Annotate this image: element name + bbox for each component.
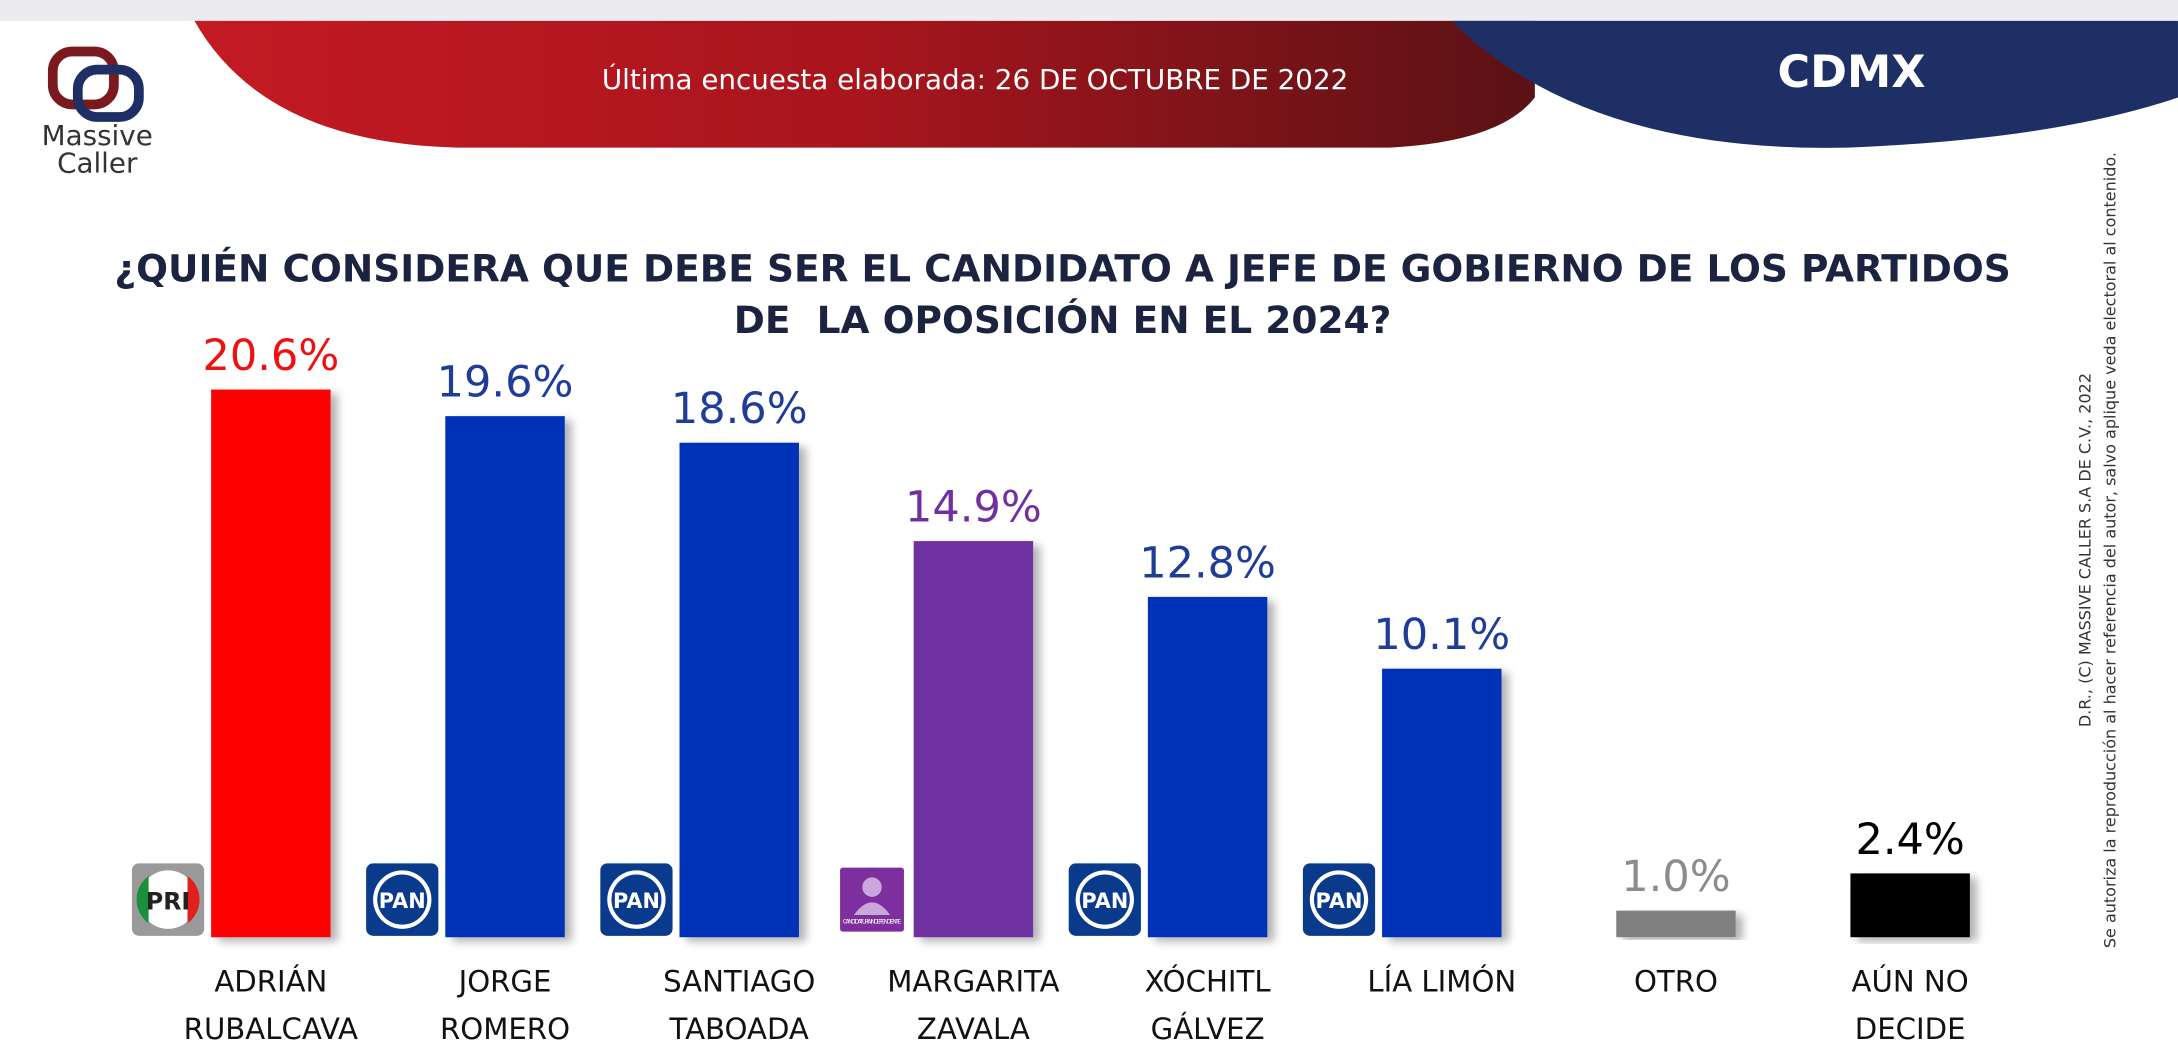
data-label: 20.6%: [202, 331, 339, 381]
logo-text: PAN: [1316, 889, 1363, 913]
logo-disc: [138, 870, 198, 929]
party-logo: PRI: [131, 863, 205, 936]
logo-text: Massive: [42, 119, 153, 152]
logo-text: PAN: [613, 889, 660, 913]
x-tick-label: XÓCHITL GÁLVEZ: [1144, 965, 1271, 1046]
party-logo: CANDIDATURA INDEPENDIENTE: [840, 867, 904, 932]
side-note-line: D.R., (C) MASSIVE CALLER S.A DE C.V., 20…: [2075, 373, 2094, 727]
bar: [1147, 596, 1268, 938]
bar: [1616, 910, 1736, 938]
data-label: 10.1%: [1373, 610, 1510, 660]
logo-bg: [840, 867, 904, 932]
side-note: D.R., (C) MASSIVE CALLER S.A DE C.V., 20…: [2075, 152, 2119, 948]
bar: [211, 389, 331, 938]
logo-ring: [1313, 874, 1364, 925]
data-label: 2.4%: [1855, 815, 1964, 865]
logo-ring: [611, 874, 662, 925]
data-label: 19.6%: [437, 358, 574, 408]
party-logo: PAN: [366, 863, 439, 936]
logo-red: [187, 875, 200, 924]
logo-text: Caller: [57, 147, 138, 180]
x-tick-label: SANTIAGO TABOADA: [663, 965, 816, 1046]
x-tick-label: ADRIÁN RUBALCAVA: [183, 965, 359, 1046]
header-swoosh: [194, 20, 1535, 148]
party-logo: PAN: [1302, 863, 1376, 936]
data-label: 14.9%: [905, 483, 1042, 533]
bar: [1850, 873, 1970, 938]
logo-text: PAN: [379, 889, 426, 913]
x-tick-label: JORGE ROMERO: [439, 965, 571, 1046]
x-tick-label: MARGARITA ZAVALA: [887, 965, 1060, 1046]
party-logo: PAN: [600, 863, 673, 936]
header-subtitle: Última encuesta elaborada: 26 DE OCTUBRE…: [602, 62, 1348, 96]
logo-text: PAN: [1081, 889, 1128, 913]
top-bar: [0, 0, 2178, 21]
data-label: 18.6%: [671, 384, 808, 434]
logo-green: [136, 875, 149, 924]
x-tick-label: AÚN NO DECIDE: [1851, 965, 1969, 1046]
logo-ring: [377, 874, 428, 925]
side-note-line: Se autoriza la reproducción al hacer ref…: [2100, 152, 2119, 948]
bar: [445, 416, 565, 938]
x-tick-label: LÍA LIMÓN: [1367, 965, 1517, 999]
header-region-label: CDMX: [1778, 47, 1926, 98]
data-label: 1.0%: [1621, 852, 1730, 902]
bar: [913, 541, 1034, 938]
party-logo: PAN: [1068, 863, 1141, 936]
logo-text: PRI: [146, 887, 190, 915]
header-region: [1451, 20, 2178, 148]
logo: Massive Caller: [42, 46, 153, 180]
x-tick-label: OTRO: [1633, 965, 1718, 999]
logo-ring: [1079, 874, 1130, 925]
logo-text: CANDIDATURA INDEPENDIENTE: [843, 919, 902, 925]
data-label: 12.8%: [1139, 538, 1276, 588]
logo-head: [862, 877, 882, 897]
bar: [679, 442, 799, 938]
logo-body: [853, 902, 891, 915]
chart-title: ¿QUIÉN CONSIDERA QUE DEBE SER EL CANDIDA…: [114, 247, 2024, 343]
bar: [1382, 668, 1502, 938]
